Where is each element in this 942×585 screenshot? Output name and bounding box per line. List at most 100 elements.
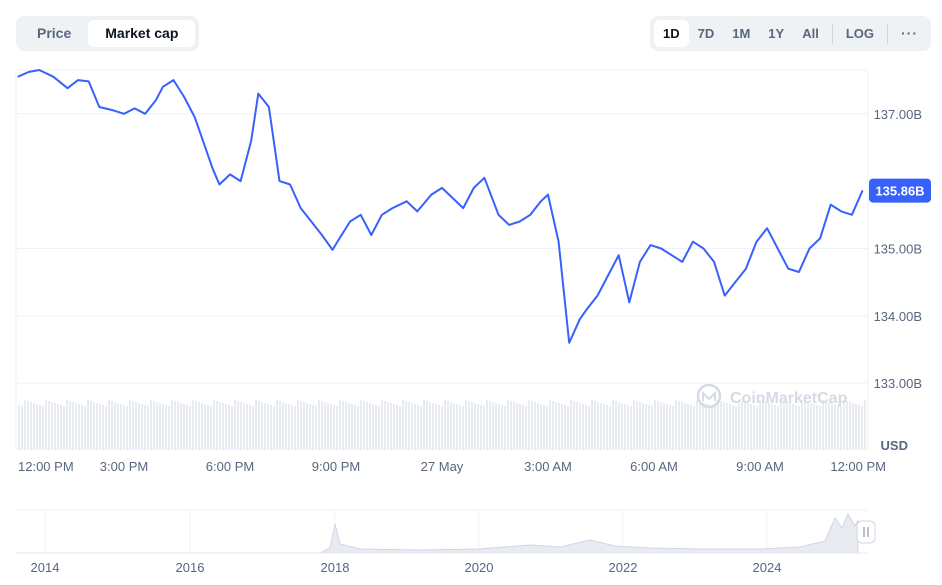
- data-point: [851, 214, 853, 216]
- volume-bar: [93, 402, 95, 450]
- range-navigator: 2014 2016 2018 2020 2022 2024: [16, 509, 876, 575]
- volume-bar: [279, 401, 281, 450]
- volume-bar: [321, 401, 323, 450]
- volume-bar: [102, 405, 104, 450]
- volume-bar: [174, 401, 176, 450]
- range-1m-button[interactable]: 1M: [732, 26, 751, 41]
- volume-bar: [42, 406, 44, 450]
- data-point: [155, 99, 157, 101]
- range-1y-button[interactable]: 1Y: [768, 26, 785, 41]
- volume-bar: [804, 401, 806, 450]
- volume-bar: [318, 400, 320, 450]
- navigator-area: [16, 512, 859, 554]
- range-all-button[interactable]: All: [802, 26, 819, 41]
- volume-bar: [360, 400, 362, 450]
- navigator-handle-box[interactable]: [856, 520, 876, 544]
- volume-bar: [855, 404, 857, 450]
- volume-bar: [438, 405, 440, 450]
- volume-bar: [477, 404, 479, 450]
- volume-bar: [573, 401, 575, 450]
- volume-bar: [618, 402, 620, 450]
- data-point: [586, 308, 588, 310]
- volume-bar: [639, 402, 641, 450]
- data-point: [755, 241, 758, 243]
- volume-bar: [78, 404, 80, 450]
- tab-price[interactable]: Price: [37, 25, 72, 41]
- volume-bar: [267, 404, 269, 450]
- volume-bar: [219, 402, 221, 450]
- volume-bar: [789, 403, 791, 450]
- volume-bar: [750, 404, 752, 450]
- volume-bar: [540, 404, 542, 450]
- navigator-handle[interactable]: [856, 520, 876, 544]
- volume-bar: [216, 401, 218, 450]
- volume-bar: [828, 402, 830, 450]
- volume-bar: [738, 400, 740, 450]
- volume-bar: [48, 401, 50, 450]
- data-point: [819, 237, 821, 239]
- volume-bar: [156, 402, 158, 450]
- data-point: [416, 210, 418, 212]
- volume-bar: [495, 403, 497, 450]
- volume-bar: [54, 403, 56, 450]
- data-point: [240, 180, 242, 182]
- market-cap-line: [17, 69, 864, 344]
- volume-bar: [198, 402, 200, 450]
- volume-bar: [141, 404, 143, 450]
- range-7d-button[interactable]: 7D: [697, 26, 715, 41]
- volume-bar: [255, 400, 257, 450]
- volume-bar: [612, 400, 614, 450]
- data-point: [278, 180, 281, 182]
- volume-bar: [303, 402, 305, 450]
- volume-bar: [234, 400, 236, 450]
- volume-bar: [444, 400, 446, 450]
- data-point: [681, 261, 683, 263]
- volume-bar: [576, 402, 578, 450]
- volume-bar: [99, 404, 101, 450]
- volume-bar: [66, 400, 68, 450]
- tab-market-cap[interactable]: Market cap: [88, 20, 196, 47]
- volume-bar: [807, 402, 809, 450]
- volume-bar: [345, 402, 347, 450]
- volume-bar: [327, 403, 329, 450]
- volume-bar: [168, 406, 170, 450]
- volume-bar: [678, 401, 680, 450]
- data-point: [66, 87, 69, 89]
- volume-bar: [672, 406, 674, 450]
- volume-bar: [504, 406, 506, 450]
- volume-bar: [537, 403, 539, 450]
- volume-bar: [351, 404, 353, 450]
- volume-bar: [258, 401, 260, 450]
- volume-bar: [390, 403, 392, 450]
- data-point: [88, 80, 90, 82]
- volume-bar: [369, 403, 371, 450]
- grid-lines: [16, 113, 868, 384]
- volume-bar: [315, 406, 317, 450]
- range-1d-button[interactable]: 1D: [653, 20, 689, 47]
- navigator-year-label: 2022: [609, 560, 638, 575]
- volume-bar: [120, 404, 122, 450]
- log-scale-button[interactable]: LOG: [845, 26, 874, 41]
- data-point: [289, 183, 291, 186]
- volume-bar: [534, 402, 536, 450]
- currency-label: USD: [881, 438, 908, 453]
- data-point: [441, 187, 443, 189]
- more-options-button[interactable]: ···: [901, 25, 918, 41]
- volume-bar: [372, 404, 374, 450]
- data-point: [300, 207, 302, 209]
- volume-bar: [411, 403, 413, 450]
- data-point: [558, 241, 560, 243]
- volume-bar: [717, 400, 719, 450]
- volume-bar: [795, 405, 797, 450]
- volume-bar: [777, 406, 779, 450]
- data-point: [204, 146, 206, 148]
- y-axis-labels: 137.00B 135.00B 134.00B 133.00B: [874, 107, 922, 391]
- volume-bar: [735, 406, 737, 450]
- volume-bar: [858, 405, 860, 450]
- y-tick-label: 135.00B: [874, 241, 922, 256]
- volume-bar: [522, 405, 524, 450]
- volume-bar: [60, 405, 62, 450]
- volume-bar: [210, 406, 212, 450]
- volume-bar: [753, 405, 755, 450]
